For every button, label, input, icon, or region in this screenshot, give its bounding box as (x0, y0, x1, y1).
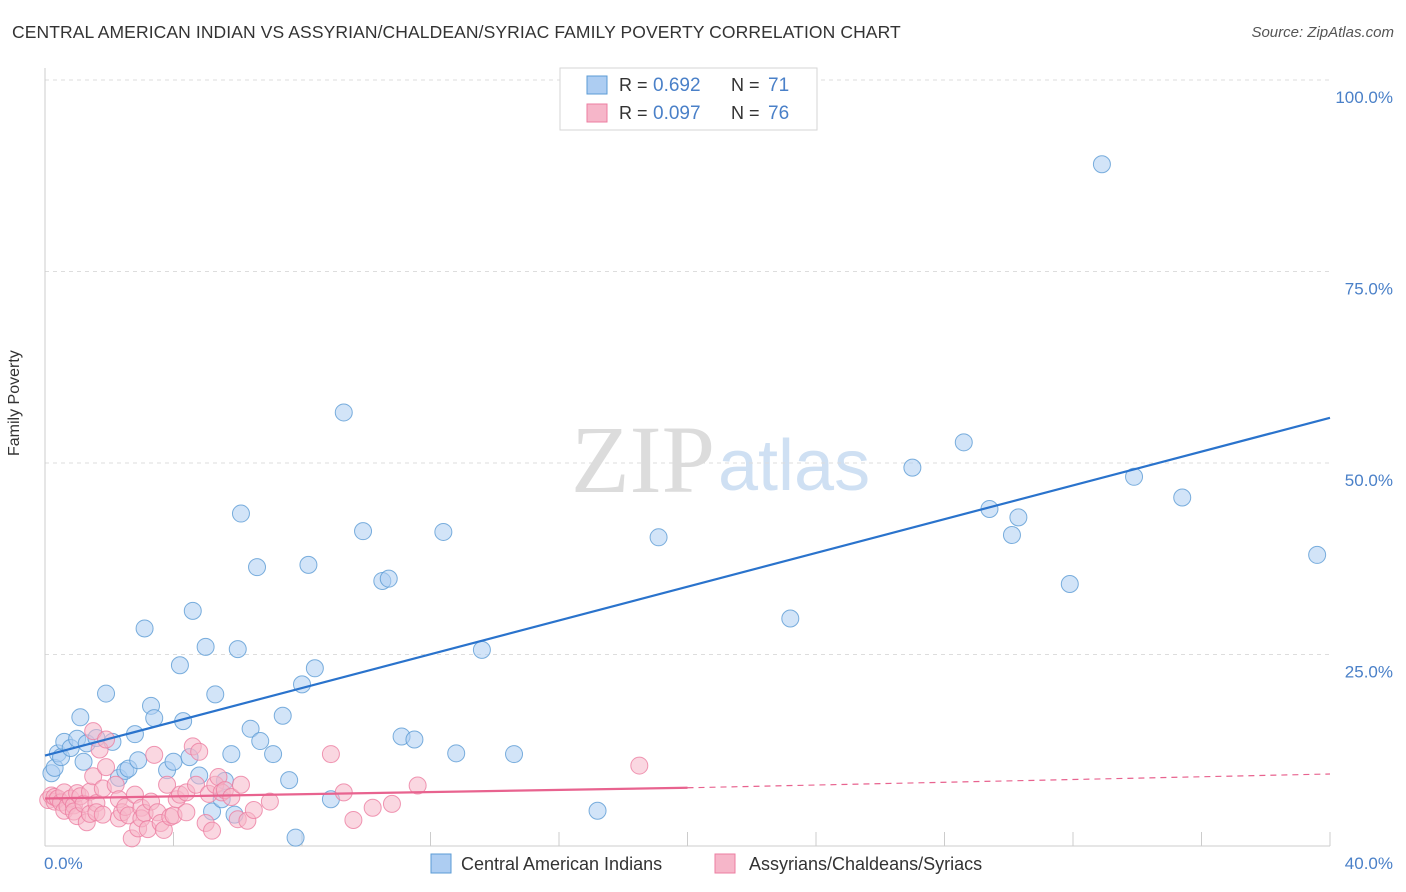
point-central-american-indian (354, 522, 373, 541)
legend-n-value: 71 (768, 75, 789, 96)
point-assyrian-chaldean-syriac (630, 756, 649, 775)
y-tick-label: 50.0% (1345, 471, 1393, 490)
point-central-american-indian (145, 709, 164, 728)
legend-assyrians-chaldeans-syriacs-label: Assyrians/Chaldeans/Syriacs (749, 854, 982, 874)
point-central-american-indian (71, 708, 90, 727)
point-central-american-indian (1173, 488, 1192, 507)
point-central-american-indian (1092, 155, 1111, 174)
point-central-american-indian (447, 744, 466, 763)
point-assyrian-chaldean-syriac (93, 805, 112, 824)
point-assyrian-chaldean-syriac (97, 758, 116, 777)
legend-r-value: 0.692 (653, 75, 701, 96)
point-assyrian-chaldean-syriac (177, 803, 196, 822)
point-assyrian-chaldean-syriac (260, 792, 279, 811)
legend-n-label: N = (731, 103, 760, 123)
point-central-american-indian (588, 801, 607, 820)
point-central-american-indian (305, 659, 324, 678)
point-central-american-indian (434, 522, 453, 541)
point-central-american-indian (129, 751, 148, 770)
point-central-american-indian (903, 458, 922, 477)
point-central-american-indian (251, 732, 270, 751)
point-central-american-indian (472, 640, 491, 659)
x-tick-label: 0.0% (44, 854, 83, 873)
y-tick-label: 75.0% (1345, 280, 1393, 299)
legend-n-label: N = (731, 75, 760, 95)
watermark-zip: ZIP (571, 406, 715, 513)
point-central-american-indian (379, 569, 398, 588)
point-central-american-indian (248, 558, 267, 577)
point-central-american-indian (334, 403, 353, 422)
chart-title: CENTRAL AMERICAN INDIAN VS ASSYRIAN/CHAL… (12, 22, 901, 42)
point-central-american-indian (1308, 545, 1327, 564)
legend-swatch-pink (586, 103, 608, 123)
point-central-american-indian (1009, 508, 1028, 527)
point-assyrian-chaldean-syriac (382, 794, 401, 813)
source-label: Source: ZipAtlas.com (1251, 24, 1394, 41)
legend-central-american-indians-label: Central American Indians (461, 854, 662, 874)
point-central-american-indian (170, 656, 189, 675)
point-central-american-indian (505, 745, 524, 764)
y-tick-label: 25.0% (1345, 663, 1393, 682)
legend-r-value: 0.097 (653, 103, 701, 124)
trendline-assyrian-dashed (687, 773, 1331, 789)
point-central-american-indian (228, 640, 247, 659)
point-central-american-indian (649, 528, 668, 547)
x-tick-label: 40.0% (1345, 854, 1393, 873)
watermark-atlas: atlas (718, 426, 870, 506)
point-central-american-indian (135, 619, 154, 638)
point-central-american-indian (164, 752, 183, 771)
point-assyrian-chaldean-syriac (145, 745, 164, 764)
y-tick-label: 100.0% (1335, 88, 1393, 107)
point-central-american-indian (405, 730, 424, 749)
point-assyrian-chaldean-syriac (321, 745, 340, 764)
point-central-american-indian (273, 706, 292, 725)
point-assyrian-chaldean-syriac (84, 767, 103, 786)
legend-r-label: R = (619, 103, 648, 123)
legend-central-american-indians-swatch (430, 853, 452, 874)
point-assyrian-chaldean-syriac (158, 775, 177, 794)
point-assyrian-chaldean-syriac (190, 742, 209, 761)
point-central-american-indian (1060, 575, 1079, 594)
point-assyrian-chaldean-syriac (408, 776, 427, 795)
trendline-central-american-indian (44, 416, 1331, 757)
point-central-american-indian (299, 555, 318, 574)
point-central-american-indian (74, 752, 93, 771)
legend-swatch-blue (586, 75, 608, 95)
point-central-american-indian (196, 637, 215, 656)
point-central-american-indian (97, 684, 116, 703)
point-assyrian-chaldean-syriac (363, 798, 382, 817)
point-assyrian-chaldean-syriac (84, 722, 103, 741)
point-central-american-indian (222, 745, 241, 764)
point-central-american-indian (781, 609, 800, 628)
legend-n-value: 76 (768, 103, 789, 124)
point-central-american-indian (241, 719, 260, 738)
point-assyrian-chaldean-syriac (186, 775, 205, 794)
point-central-american-indian (231, 504, 250, 523)
point-assyrian-chaldean-syriac (203, 821, 222, 840)
legend-r-label: R = (619, 75, 648, 95)
point-central-american-indian (286, 828, 305, 847)
point-central-american-indian (206, 685, 225, 704)
point-assyrian-chaldean-syriac (222, 787, 241, 806)
point-assyrian-chaldean-syriac (244, 800, 263, 819)
point-central-american-indian (280, 771, 299, 790)
legend-assyrians-chaldeans-syriacs-swatch (714, 853, 736, 874)
point-assyrian-chaldean-syriac (231, 775, 250, 794)
point-assyrian-chaldean-syriac (106, 775, 125, 794)
point-central-american-indian (264, 745, 283, 764)
point-assyrian-chaldean-syriac (344, 810, 363, 829)
point-central-american-indian (183, 601, 202, 620)
point-central-american-indian (954, 433, 973, 452)
trendline-assyrian-chaldean-syriac (44, 786, 688, 800)
point-central-american-indian (1002, 526, 1021, 545)
